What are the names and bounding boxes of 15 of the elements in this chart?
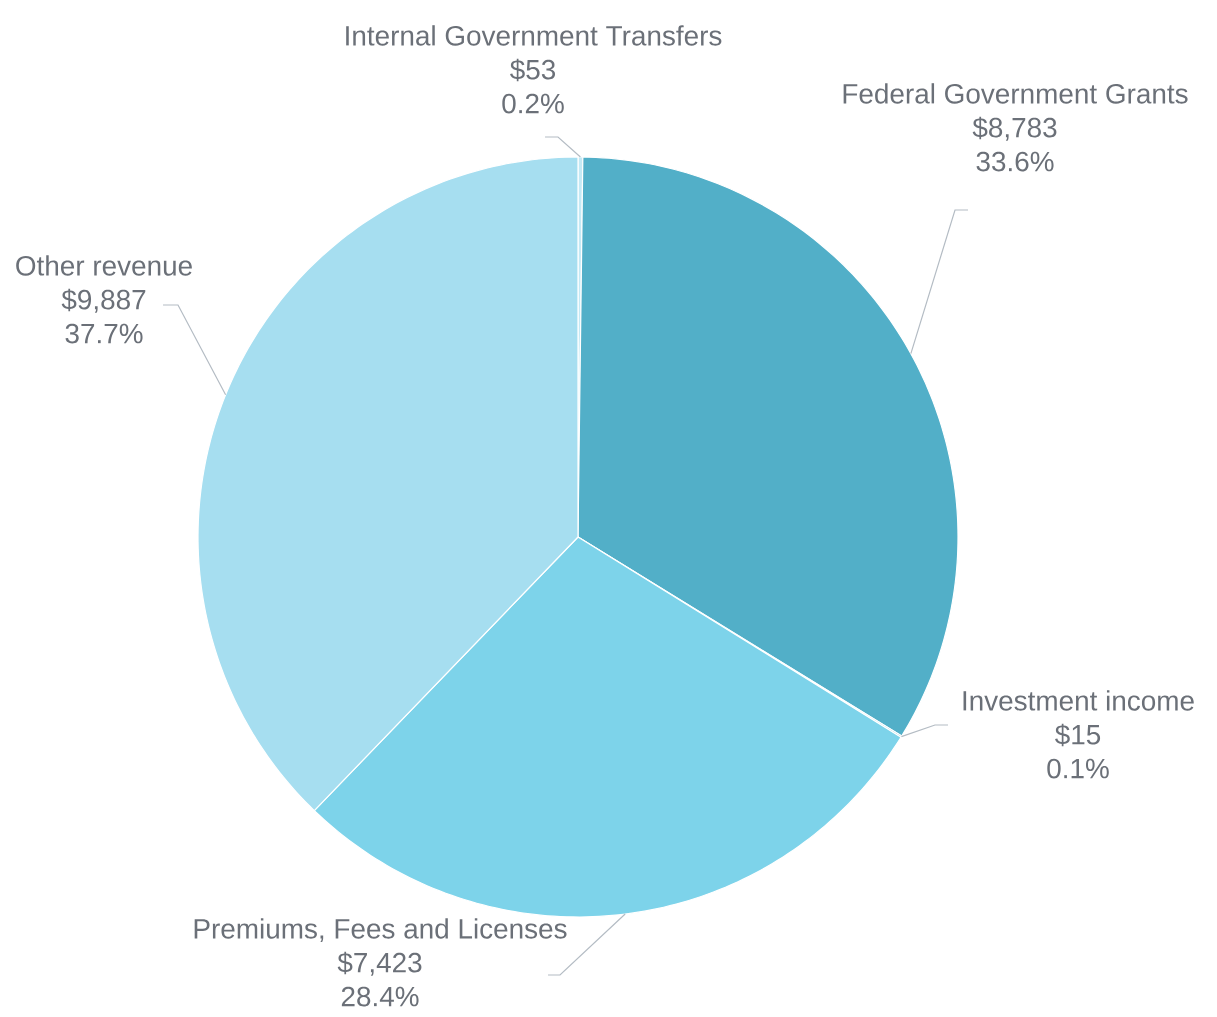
data-label: $15	[1055, 723, 1101, 747]
text: 37.7%	[65, 323, 143, 344]
text: 0.2%	[502, 93, 564, 114]
data-label: $7,423	[337, 951, 422, 976]
slice-label: Other revenue	[16, 255, 192, 276]
text: 0.1%	[1047, 758, 1109, 779]
text: 33.6%	[976, 151, 1054, 172]
text: 28.4%	[341, 986, 419, 1007]
slice-label: Premiums, Fees and Licenses	[194, 918, 567, 942]
slice-label: Federal Government Grants	[843, 83, 1188, 104]
slice-label: Investment income	[963, 690, 1194, 711]
data-label: $53	[510, 58, 556, 82]
data-label: $9,887	[61, 288, 146, 313]
slice-label: Internal Government Transfers	[346, 25, 722, 46]
data-label: $8,783	[972, 116, 1057, 141]
